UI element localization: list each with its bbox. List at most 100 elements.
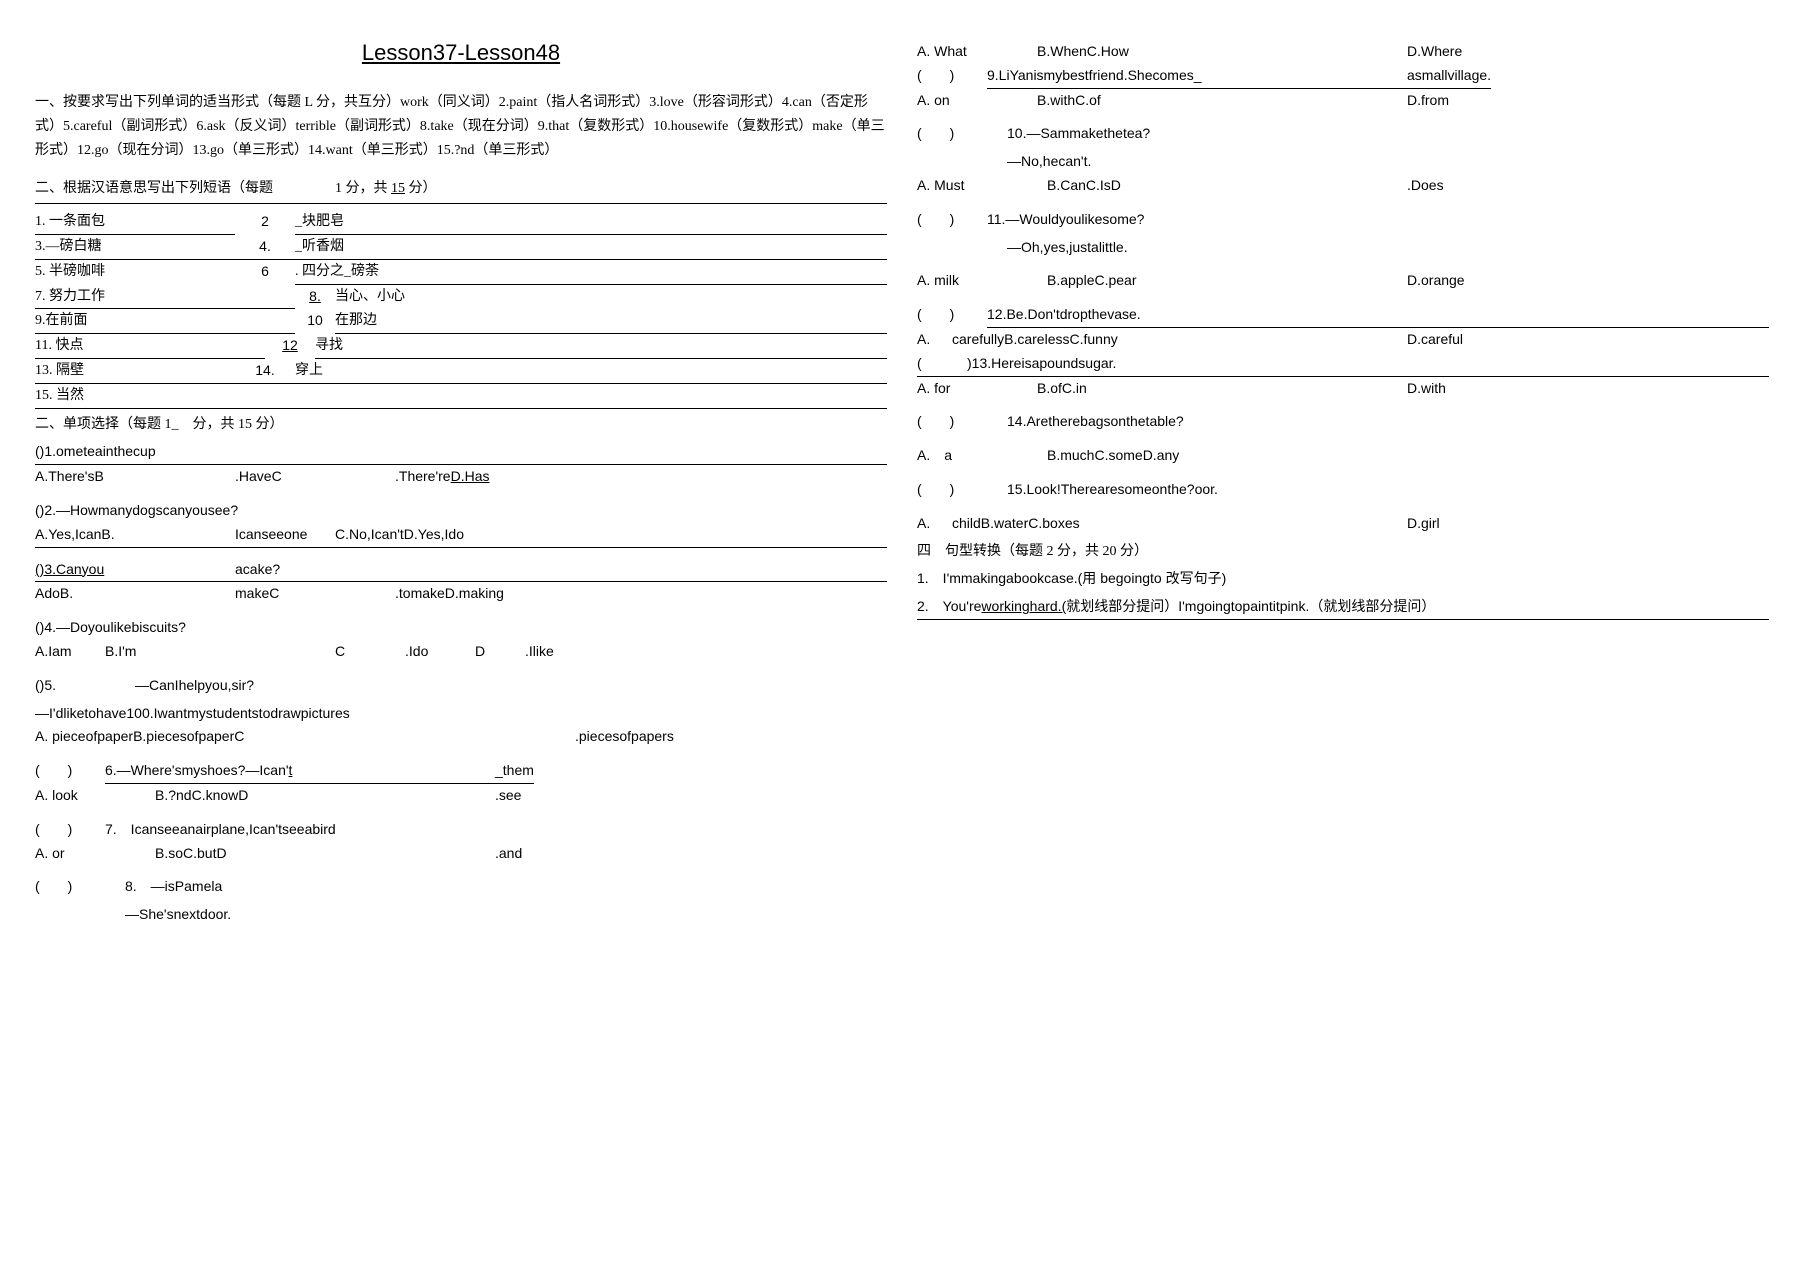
q11-stem: 11.—Wouldyoulikesome?: [987, 208, 1144, 232]
q4-b: B.I'm: [105, 640, 335, 664]
q15-opt-a: A.: [917, 512, 952, 536]
q5-opts: A. pieceofpaperB.piecesofpaperC .pieceso…: [35, 725, 887, 749]
phrase-3: 3.—磅白糖: [35, 235, 235, 260]
q13-opts: A. for B.ofC.in D.with: [917, 377, 1769, 401]
q10-opts: A. Must B.CanC.IsD .Does: [917, 174, 1769, 198]
q9-opts: A. on B.withC.of D.from: [917, 89, 1769, 113]
phrase-num-10: 10: [295, 309, 335, 334]
q6-brackets: ( ): [35, 759, 105, 784]
q7-brackets: ( ): [35, 818, 105, 842]
q4-dx: .Ilike: [525, 640, 554, 664]
q1-c: .There're: [395, 465, 451, 489]
q12-brackets: ( ): [917, 303, 987, 328]
q13-brackets: (: [917, 352, 967, 376]
phrase-1: 1. 一条面包: [35, 210, 235, 235]
q7-opts: A. or B.soC.butD .and: [35, 842, 887, 866]
phrase-11: 11. 快点: [35, 334, 265, 359]
q2-a: A.Yes,IcanB.: [35, 523, 235, 547]
phrase-5: 5. 半磅咖啡: [35, 260, 235, 285]
q7: ( ) 7. Icanseeanairplane,Ican'tseeabird: [35, 818, 887, 842]
q8-stem: 8. —isPamela: [125, 875, 222, 899]
q3-opts: AdoB. makeC .tomakeD.making: [35, 582, 887, 606]
q11-c: —Oh,yes,justalittle.: [917, 236, 1769, 260]
q9-stem: 9.LiYanismybestfriend.Shecomes_: [987, 64, 1407, 89]
q3: ()3.Canyou acake?: [35, 558, 887, 583]
q7-opt-d: .and: [495, 842, 522, 866]
q5-opt-c: .piecesofpapers: [575, 725, 674, 749]
phrase-12: 寻找: [315, 334, 887, 359]
q9-brackets: ( ): [917, 64, 987, 89]
phrase-num-4: 4.: [235, 235, 295, 260]
q11-opts: A. milk B.appleC.pear D.orange: [917, 269, 1769, 293]
q4: ()4.—Doyoulikebiscuits?: [35, 616, 887, 640]
q1-opts: A.There'sB .HaveC .There're D.Has: [35, 465, 887, 489]
q8-opts: A. What B.WhenC.How D.Where: [917, 40, 1769, 64]
q5-opt-a: A. pieceofpaperB.piecesofpaperC: [35, 725, 575, 749]
q9: ( ) 9.LiYanismybestfriend.Shecomes_ asma…: [917, 64, 1769, 89]
q15-brackets: ( ): [917, 478, 1007, 502]
q11-opt-d: D.orange: [1407, 269, 1465, 293]
phrase-row-2: 3.—磅白糖 4. _听香烟: [35, 235, 887, 260]
q12: ( ) 12.Be.Don'tdropthevase.: [917, 303, 1769, 328]
q10-opt-a: A. Must: [917, 174, 1047, 198]
q8-opt-b: B.WhenC.How: [1037, 40, 1407, 64]
q4-cx: .Ido: [405, 640, 475, 664]
q3-c: .tomakeD.making: [395, 582, 504, 606]
phrase-2: _块肥皂: [295, 210, 887, 235]
q14-brackets: ( ): [917, 410, 1007, 434]
q2-b: Icanseeone: [235, 523, 335, 547]
q2: ()2.—Howmanydogscanyousee?: [35, 499, 887, 523]
q7-opt-b: B.soC.butD: [155, 842, 495, 866]
q6-opt-d: .see: [495, 784, 521, 808]
q8-c: —She'snextdoor.: [35, 903, 887, 927]
q5-c: —I'dliketohave100.Iwantmystudentstodrawp…: [35, 702, 887, 726]
q7-stem: 7. Icanseeanairplane,Ican'tseeabird: [105, 818, 336, 842]
q8-brackets: ( ): [35, 875, 125, 899]
phrase-num-2: 2: [235, 210, 295, 235]
q4-c: C: [335, 640, 405, 664]
q15: ( ) 15.Look!Therearesomeonthe?oor.: [917, 478, 1769, 502]
phrase-15: 15. 当然: [35, 384, 887, 409]
sec2-pts: 1 分，共 15 分）: [335, 177, 437, 201]
page-title: Lesson37-Lesson48: [35, 40, 887, 66]
q3-stem: ()3.Canyou: [35, 558, 235, 582]
q11-opt-a: A. milk: [917, 269, 1047, 293]
q1-d: D.Has: [451, 465, 490, 489]
q10: ( ) 10.—Sammakethetea?: [917, 122, 1769, 146]
left-column: Lesson37-Lesson48 一、按要求写出下列单词的适当形式（每题 L …: [35, 40, 887, 927]
right-column: A. What B.WhenC.How D.Where ( ) 9.LiYani…: [917, 40, 1769, 927]
q10-opt-b: B.CanC.IsD: [1047, 174, 1407, 198]
q4-d: D: [475, 640, 525, 664]
q10-brackets: ( ): [917, 122, 1007, 146]
phrase-num-14: 14.: [235, 359, 295, 384]
phrase-row-7: 13. 隔壁 14. 穿上: [35, 359, 887, 384]
q15-stem: 15.Look!Therearesomeonthe?oor.: [1007, 478, 1218, 502]
q9-opt-b: B.withC.of: [1037, 89, 1407, 113]
section2-head: 二、根据汉语意思写出下列短语（每题 1 分，共 15 分）: [35, 177, 887, 204]
q8: ( ) 8. —isPamela: [35, 875, 887, 899]
q12-opt-ax: carefullyB.carelessC.funny: [952, 328, 1407, 352]
q12-stem: 12.Be.Don'tdropthevase.: [987, 303, 1769, 328]
q13-stem: )13.Hereisapoundsugar.: [967, 352, 1116, 376]
q9-opt-a: A. on: [917, 89, 1037, 113]
phrase-row-3: 5. 半磅咖啡 6 . 四分之_磅荼: [35, 260, 887, 285]
q11: ( ) 11.—Wouldyoulikesome?: [917, 208, 1769, 232]
q14: ( ) 14.Aretherebagsonthetable?: [917, 410, 1769, 434]
q13: ( )13.Hereisapoundsugar.: [917, 352, 1769, 377]
q12-opt-d: D.careful: [1407, 328, 1463, 352]
q6-opts: A. look B.?ndC.knowD .see: [35, 784, 887, 808]
q15-opt-d: D.girl: [1407, 512, 1440, 536]
q12-opts: A. carefullyB.carelessC.funny D.careful: [917, 328, 1769, 352]
q13-opt-b: B.ofC.in: [1037, 377, 1407, 401]
phrase-4: _听香烟: [295, 235, 887, 260]
q2-c: C.No,Ican'tD.Yes,Ido: [335, 523, 464, 547]
q10-stem: 10.—Sammakethetea?: [1007, 122, 1150, 146]
q4-a: A.Iam: [35, 640, 105, 664]
section4-head: 四 句型转换（每题 2 分，共 20 分）: [917, 540, 1769, 564]
q11-opt-b: B.appleC.pear: [1047, 269, 1407, 293]
section1-intro: 一、按要求写出下列单词的适当形式（每题 L 分，共互分）work（同义词）2.p…: [35, 91, 887, 162]
phrase-num-12: 12: [265, 334, 315, 359]
phrase-row-5: 9.在前面 10 在那边: [35, 309, 887, 334]
q3-b: makeC: [235, 582, 395, 606]
phrase-8: 当心、小心: [335, 285, 887, 310]
